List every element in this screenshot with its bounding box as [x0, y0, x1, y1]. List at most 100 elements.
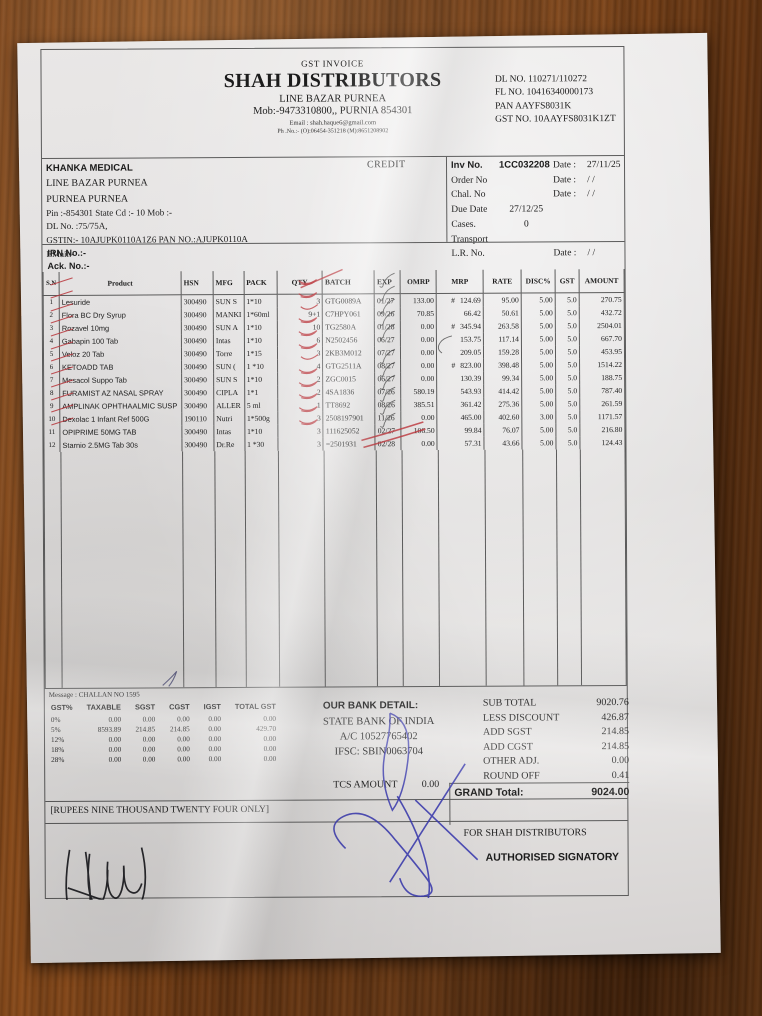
- item-mrp: 130.39: [436, 371, 484, 385]
- item-omrp: 106.50: [401, 423, 438, 438]
- buyer-address-line1: LINE BAZAR PURNEA: [46, 177, 148, 190]
- gst-taxable: 8593.89: [97, 725, 122, 734]
- gst-summary-body: 0% 0.00 0.00 0.00 0.00 0.00 5% 8593.89 214.85 214…: [49, 714, 283, 765]
- item-batch: C7HPY061: [322, 307, 375, 321]
- item-mfg: Intas: [213, 333, 245, 348]
- item-hsn: 300490: [181, 399, 214, 413]
- col-header-mfg: MFG: [212, 270, 244, 295]
- item-gst: 5.0: [555, 358, 580, 372]
- grand-total-rule: [449, 781, 630, 784]
- due-date-label: Due Date: [451, 204, 488, 216]
- item-gst: 5.0: [555, 319, 580, 333]
- gst-col-total: TOTAL GST: [234, 701, 276, 712]
- gst-taxable: 0.00: [108, 735, 122, 744]
- item-amount: 453.95: [579, 344, 625, 359]
- gst-cgst: 214.85: [169, 725, 190, 734]
- item-mrp: #124.69: [436, 293, 484, 307]
- total-value: 0.00: [611, 754, 630, 767]
- total-value: 426.87: [601, 711, 629, 723]
- item-hsn: 300490: [181, 294, 214, 309]
- item-pack: 1*10: [244, 333, 278, 347]
- gst-col-cgst: CGST: [169, 702, 190, 712]
- items-header-row: S.N Product HSN MFG PACK QTY BATCH EXP O…: [43, 268, 625, 296]
- item-qty: 6: [277, 333, 323, 347]
- gst-taxable: 0.00: [108, 745, 122, 754]
- due-date-row: Due Date 27/12/25: [451, 202, 626, 218]
- item-pack: 1*60ml: [243, 307, 277, 321]
- bank-details-block: OUR BANK DETAIL: STATE BANK OF INDIA A/C…: [323, 699, 435, 760]
- item-rate: 95.00: [483, 293, 522, 307]
- item-qty: 10: [276, 320, 323, 334]
- item-batch: TT8692: [323, 398, 376, 412]
- item-disc: 5.00: [521, 436, 556, 450]
- item-omrp: 0.00: [401, 436, 438, 451]
- item-product: Lesuride: [59, 294, 182, 309]
- mrp-flag: #: [451, 360, 456, 370]
- item-omrp: 0.00: [400, 332, 437, 347]
- order-date-label: Date :: [553, 174, 577, 186]
- item-mrp: 465.00: [437, 410, 484, 424]
- item-sn: 11: [43, 425, 60, 440]
- gst-taxable: 0.00: [108, 715, 122, 724]
- item-omrp: 0.00: [400, 358, 437, 373]
- gst-col-sgst: SGST: [134, 702, 156, 712]
- party-and-invoice-meta: KHANKA MEDICAL LINE BAZAR PURNEA PURNEA …: [41, 154, 626, 259]
- gst-rate: 12%: [50, 735, 65, 744]
- item-exp: 02/28: [375, 437, 402, 451]
- gst-summary-head: GST% TAXABLE SGST CGST IGST TOTAL GST: [49, 701, 283, 715]
- item-pack: 1*10: [244, 424, 278, 438]
- item-rate: 402.60: [483, 410, 522, 424]
- item-gst: 5.0: [555, 436, 580, 450]
- item-product: FURAMIST AZ NASAL SPRAY: [59, 386, 182, 400]
- item-disc: 5.00: [521, 345, 556, 359]
- seller-registrations: DL NO. 110271/110272 FL NO. 104163400001…: [495, 73, 616, 128]
- item-mfg: Torre: [213, 346, 245, 361]
- col-header-omrp: OMRP: [400, 269, 437, 294]
- mrp-value: 345.94: [460, 321, 482, 331]
- item-gst: 5.0: [555, 306, 580, 320]
- chal-date-value: / /: [587, 189, 595, 200]
- item-gst: 5.0: [555, 345, 580, 359]
- col-header-sn: S.N: [43, 271, 60, 296]
- item-sn: 3: [43, 321, 60, 336]
- item-exp: 09/26: [374, 307, 401, 321]
- item-gst: 5.0: [555, 371, 580, 385]
- item-batch: 2508197901: [323, 411, 376, 425]
- item-mrp: #345.94: [436, 319, 484, 333]
- item-sn: 8: [43, 386, 60, 401]
- totals-block: SUB TOTAL 9020.76 LESS DISCOUNT 426.87 ADD S…: [483, 696, 629, 784]
- grand-total-value: 9024.00: [591, 785, 630, 799]
- col-header-exp: EXP: [374, 270, 401, 294]
- gst-total: 0.00: [263, 714, 277, 723]
- bank-title: OUR BANK DETAIL:: [322, 700, 419, 712]
- invoice-frame: GST INVOICE SHAH DISTRIBUTORS LINE BAZAR…: [40, 45, 630, 901]
- item-amount: 432.72: [579, 305, 625, 320]
- item-exp: 08/26: [375, 398, 402, 412]
- gst-taxable: 0.00: [108, 755, 122, 764]
- item-gst: 5.0: [555, 410, 580, 424]
- gst-total: 429.70: [256, 724, 277, 733]
- col-header-rate: RATE: [483, 269, 522, 294]
- mrp-value: 823.00: [460, 360, 482, 370]
- item-amount: 2504.01: [579, 318, 625, 333]
- item-sn: 9: [43, 399, 60, 414]
- seller-fl-no: FL NO. 10416340000173: [494, 87, 594, 99]
- gst-sgst: 0.00: [142, 745, 156, 754]
- item-amount: 667.70: [579, 331, 625, 346]
- item-product: KETOADD TAB: [59, 360, 182, 374]
- invoice-number-row: Inv No. 1CC032208 Date : 27/11/25: [451, 158, 626, 174]
- item-hsn: 300490: [181, 438, 214, 452]
- item-omrp: 70.85: [400, 306, 437, 321]
- item-rate: 414.42: [483, 384, 522, 398]
- item-amount: 216.80: [579, 422, 625, 437]
- invoice-type-heading: GST INVOICE: [301, 58, 364, 69]
- item-batch: 4SA1836: [323, 385, 376, 399]
- gst-cgst: 0.00: [177, 755, 190, 764]
- item-exp: 06/27: [374, 372, 401, 386]
- item-rate: 275.36: [483, 397, 522, 411]
- item-pack: 1*10: [243, 320, 278, 334]
- item-qty: 3: [277, 411, 324, 425]
- item-mrp: 543.93: [436, 384, 484, 398]
- gst-cgst: 0.00: [177, 745, 190, 754]
- item-gst: 5.0: [555, 423, 580, 437]
